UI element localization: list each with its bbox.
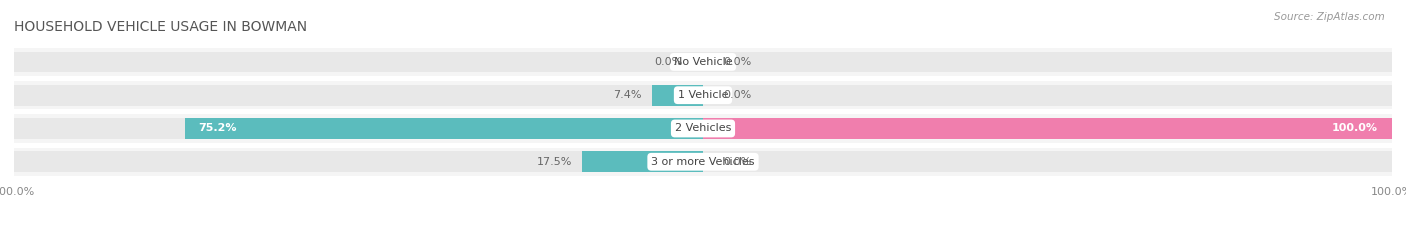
- Text: 7.4%: 7.4%: [613, 90, 641, 100]
- Bar: [703, 85, 1392, 106]
- Bar: [14, 118, 703, 139]
- Text: 0.0%: 0.0%: [654, 57, 682, 67]
- Bar: [14, 51, 703, 72]
- Bar: [703, 51, 1392, 72]
- Text: HOUSEHOLD VEHICLE USAGE IN BOWMAN: HOUSEHOLD VEHICLE USAGE IN BOWMAN: [14, 20, 307, 34]
- Bar: [703, 151, 1392, 172]
- Text: 75.2%: 75.2%: [198, 123, 238, 134]
- Bar: [14, 81, 1392, 109]
- Text: 2 Vehicles: 2 Vehicles: [675, 123, 731, 134]
- Bar: [582, 151, 703, 172]
- Text: 1 Vehicle: 1 Vehicle: [678, 90, 728, 100]
- Text: 0.0%: 0.0%: [724, 157, 752, 167]
- Text: 17.5%: 17.5%: [537, 157, 572, 167]
- Bar: [14, 148, 1392, 176]
- Text: Source: ZipAtlas.com: Source: ZipAtlas.com: [1274, 12, 1385, 22]
- Text: 3 or more Vehicles: 3 or more Vehicles: [651, 157, 755, 167]
- Bar: [703, 118, 1392, 139]
- Bar: [14, 114, 1392, 143]
- Text: 100.0%: 100.0%: [1331, 123, 1378, 134]
- Text: 0.0%: 0.0%: [724, 90, 752, 100]
- Bar: [14, 151, 703, 172]
- Bar: [652, 85, 703, 106]
- Bar: [186, 118, 703, 139]
- Text: 0.0%: 0.0%: [724, 57, 752, 67]
- Bar: [14, 85, 703, 106]
- Bar: [703, 118, 1392, 139]
- Bar: [14, 48, 1392, 76]
- Text: No Vehicle: No Vehicle: [673, 57, 733, 67]
